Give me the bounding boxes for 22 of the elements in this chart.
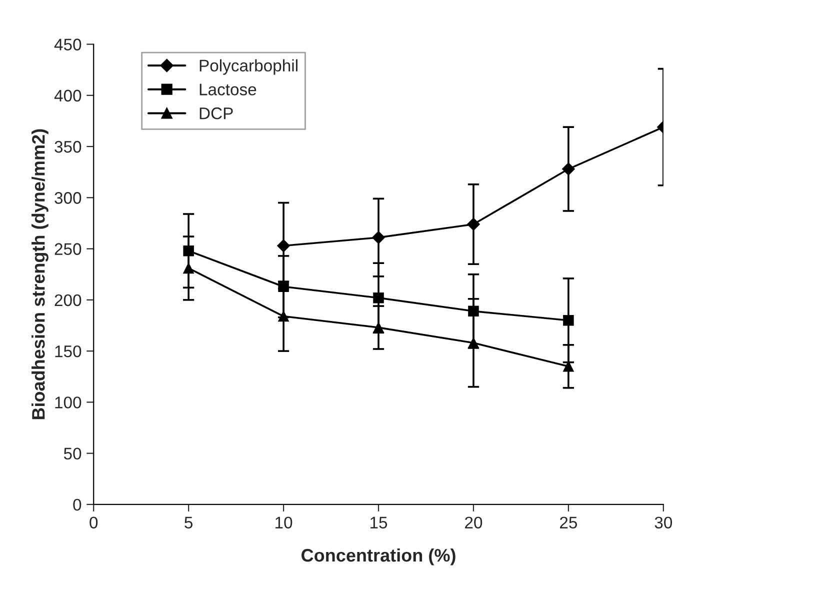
y-tick-label: 250 xyxy=(54,243,82,255)
y-tick-label: 300 xyxy=(54,192,82,204)
y-tick-label: 150 xyxy=(55,345,82,358)
legend-label: DCP xyxy=(200,107,233,120)
y-tick-label: 0 xyxy=(73,498,82,511)
y-tick-label: 100 xyxy=(55,396,82,408)
legend-label: Lactose xyxy=(200,84,256,96)
x-tick-label: 20 xyxy=(465,516,482,528)
x-tick-label: 30 xyxy=(654,516,672,528)
legend-label: Polycarbophil xyxy=(200,59,298,75)
x-tick-label: 5 xyxy=(184,516,193,528)
x-axis-title: Concentration (%) xyxy=(302,548,456,566)
x-tick-label: 15 xyxy=(370,516,388,528)
y-tick-label: 450 xyxy=(54,38,82,50)
y-tick-label: 50 xyxy=(64,448,82,460)
y-axis-title: Bioadhesion strength (dyne/mm2) xyxy=(32,129,48,420)
y-tick-label: 350 xyxy=(54,140,82,153)
x-tick-label: 10 xyxy=(276,516,292,528)
x-tick-label: 0 xyxy=(90,516,98,528)
y-tick-label: 400 xyxy=(54,90,82,102)
x-tick-label: 25 xyxy=(560,516,578,528)
y-tick-label: 200 xyxy=(54,294,82,306)
